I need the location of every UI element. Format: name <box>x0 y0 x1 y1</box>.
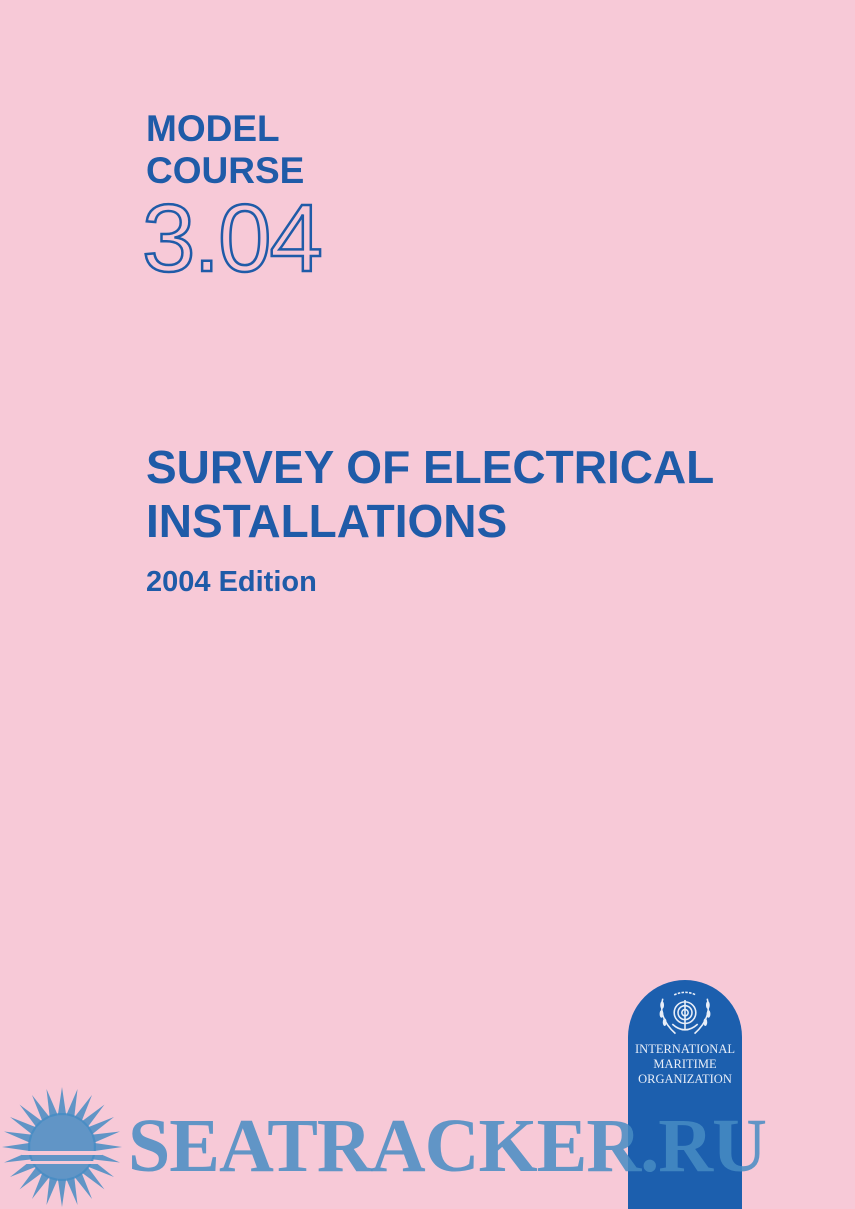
watermark-text: SEATRACKER.RU <box>128 1104 767 1188</box>
publisher-line-3: ORGANIZATION <box>638 1072 732 1086</box>
title-line-2: INSTALLATIONS <box>146 495 508 547</box>
sun-ray <box>81 1166 105 1190</box>
series-label: MODEL COURSE <box>146 108 304 192</box>
publisher-name: INTERNATIONAL MARITIME ORGANIZATION <box>628 1042 742 1087</box>
sun-ray <box>87 1117 114 1135</box>
imo-badge: INTERNATIONAL MARITIME ORGANIZATION <box>628 980 742 1209</box>
sun-ray <box>57 1178 67 1207</box>
publisher-line-2: MARITIME <box>653 1057 717 1071</box>
sun-ray <box>91 1131 120 1143</box>
title-line-1: SURVEY OF ELECTRICAL <box>146 441 715 493</box>
course-number: 3.04 <box>141 185 324 292</box>
edition-label: 2004 Edition <box>146 566 317 598</box>
document-title: SURVEY OF ELECTRICAL INSTALLATIONS <box>146 440 714 548</box>
sun-ray <box>66 1176 78 1205</box>
sun-ray <box>93 1142 122 1152</box>
sun-icon <box>2 1087 122 1207</box>
sun-ray <box>81 1104 105 1128</box>
sun-ray <box>46 1089 58 1118</box>
sun-ray <box>57 1087 67 1116</box>
sun-ray <box>32 1172 50 1199</box>
sun-ray <box>74 1095 92 1122</box>
imo-emblem-icon <box>659 991 711 1035</box>
sun-ray <box>46 1176 58 1205</box>
sun-ray <box>2 1142 31 1152</box>
series-line-1: MODEL <box>146 108 280 149</box>
sun-ray <box>32 1095 50 1122</box>
series-line-2: COURSE <box>146 150 305 191</box>
sun-ray <box>10 1117 37 1135</box>
publisher-line-1: INTERNATIONAL <box>635 1042 735 1056</box>
sun-ray <box>66 1089 78 1118</box>
sun-ray <box>19 1166 43 1190</box>
sun-ray <box>74 1172 92 1199</box>
sun-ray <box>4 1131 33 1143</box>
sun-ray <box>19 1104 43 1128</box>
